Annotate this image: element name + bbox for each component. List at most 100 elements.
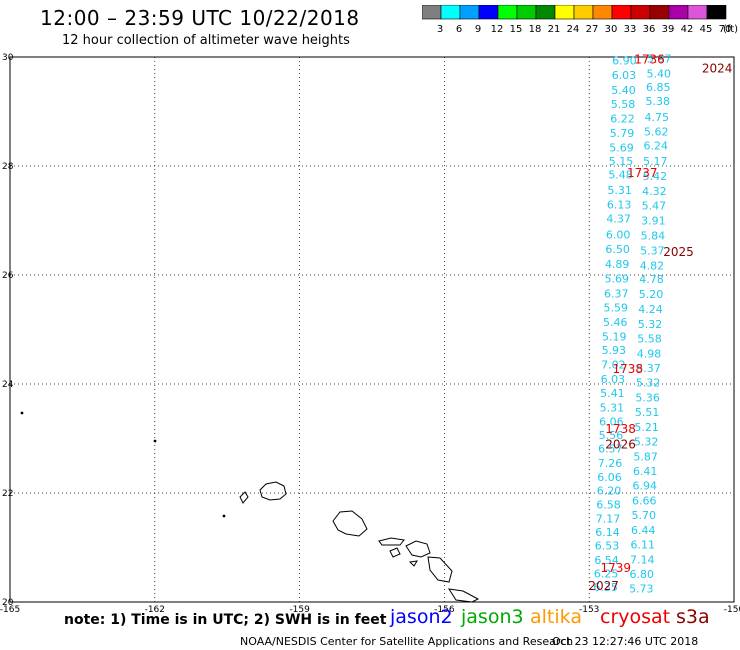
lanai-island — [389, 547, 401, 558]
wave-height-label: 3.91 — [641, 214, 666, 227]
wave-height-label: 6.11 — [631, 539, 656, 552]
kauai-island — [259, 481, 287, 501]
wave-height-label: 6.25 — [594, 567, 619, 580]
longitude-tick-label: -165 — [0, 605, 20, 615]
wave-height-label: 6.13 — [607, 199, 632, 212]
wave-height-label: 6.58 — [596, 498, 621, 511]
wave-height-label: 6.53 — [595, 540, 620, 553]
oahu-island — [332, 510, 368, 537]
legend-cryosat: cryosat — [600, 606, 671, 628]
colorbar-tick-label: 30 — [605, 24, 618, 35]
page-title: 12:00 – 23:59 UTC 10/22/2018 — [40, 6, 360, 30]
colorbar-tick-label: 3 — [437, 24, 443, 35]
wave-height-label: 4.24 — [638, 303, 663, 316]
kahoolawe-island — [408, 560, 418, 567]
colorbar-tick-label: 21 — [548, 24, 561, 35]
colorbar-tick-label: 45 — [700, 24, 713, 35]
wave-height-label: 5.47 — [642, 200, 667, 213]
longitude-tick-label: -150 — [724, 605, 740, 615]
pass-time-label: 2025 — [663, 245, 694, 259]
colorbar-tick-label: 27 — [586, 24, 599, 35]
wave-height-label: 7.17 — [596, 512, 621, 525]
legend-altika: altika — [530, 606, 582, 628]
colorbar-tick-label: 6 — [456, 24, 462, 35]
wave-height-label: 6.54 — [594, 554, 619, 567]
small-islet — [153, 439, 157, 443]
wave-height-label: 4.32 — [642, 185, 667, 198]
longitude-tick-label: -159 — [289, 605, 310, 615]
wave-height-label: 5.31 — [600, 401, 625, 414]
wave-height-label: 6.06 — [599, 415, 624, 428]
wave-height-label: 5.32 — [638, 318, 663, 331]
wave-height-label: 5.62 — [644, 125, 669, 138]
wave-height-label: 5.56 — [599, 429, 624, 442]
wave-height-label: 6.41 — [633, 465, 658, 478]
wave-height-label: 5.70 — [631, 509, 656, 522]
wave-height-label: 5.46 — [603, 316, 628, 329]
colorbar-tick-label: 15 — [510, 24, 523, 35]
wave-height-label: 6.14 — [595, 526, 620, 539]
wave-height-label: 5.40 — [646, 68, 671, 81]
colorbar-tick-label: 42 — [681, 24, 694, 35]
wave-height-label: 5.17 — [643, 155, 668, 168]
wave-height-label: 4.89 — [605, 258, 630, 271]
wave-height-label: 4.37 — [606, 213, 631, 226]
colorbar-tick-label: 39 — [662, 24, 675, 35]
wave-height-label: 5.37 — [636, 362, 661, 375]
footer-timestamp: Oct 23 12:27:46 UTC 2018 — [552, 635, 699, 648]
wave-height-label: 5.42 — [643, 170, 668, 183]
map-frame — [9, 56, 735, 603]
pass-time-label: 2027 — [588, 579, 619, 593]
wave-height-label: 6.37 — [604, 287, 629, 300]
niihau-island — [239, 491, 249, 504]
pass-time-label: 2024 — [702, 61, 733, 75]
pass-time-label: 1737 — [627, 166, 658, 180]
colorbar-swatch — [706, 5, 727, 20]
wave-height-label: 6.03 — [612, 69, 637, 82]
wave-height-label: 5.51 — [635, 406, 660, 419]
wave-height-label: 6.57 — [598, 443, 623, 456]
colorbar: 3 6 9 12 15 18 21 24 27 30 33 36 39 42 45 70 (ft) — [422, 5, 738, 35]
wave-height-label: 6.44 — [631, 524, 656, 537]
wave-height-label: 6.66 — [632, 494, 657, 507]
wave-height-label: 6.24 — [644, 140, 669, 153]
wave-height-label: 5.32 — [634, 436, 659, 449]
wave-height-label: 6.20 — [597, 485, 622, 498]
colorbar-tick-label: 24 — [567, 24, 580, 35]
note-text: note: 1) Time is in UTC; 2) SWH is in fe… — [64, 612, 387, 628]
wave-height-label: 5.20 — [639, 288, 664, 301]
legend-s3a: s3a — [676, 606, 710, 628]
longitude-tick-label: -162 — [145, 605, 165, 615]
wave-height-label: 5.69 — [604, 273, 629, 286]
wave-height-label: 5.87 — [633, 450, 658, 463]
wave-height-label: 5.36 — [635, 391, 660, 404]
wave-height-label: 7.14 — [630, 553, 655, 566]
hawaii-island — [427, 556, 453, 583]
wave-height-label: 4.82 — [640, 260, 665, 273]
colorbar-tick-label: 12 — [491, 24, 504, 35]
wave-height-label: 5.40 — [611, 84, 636, 97]
legend-jason2: jason2 — [390, 606, 453, 628]
wave-height-label: 4.78 — [639, 273, 664, 286]
longitude-tick-label: -153 — [579, 605, 599, 615]
wave-height-label: 5.38 — [645, 95, 670, 108]
colorbar-unit: (ft) — [723, 24, 738, 35]
wave-height-label: 5.69 — [609, 141, 634, 154]
wave-height-label: 5.97 — [647, 52, 672, 65]
latitude-tick-label: 30 — [2, 53, 14, 63]
wave-height-label: 7.26 — [598, 457, 623, 470]
wave-height-label: 6.00 — [606, 228, 631, 241]
hawaiian-islands-coastline — [20, 411, 480, 603]
wave-height-label: 5.93 — [602, 344, 627, 357]
wave-height-label: 4.98 — [637, 347, 662, 360]
wave-height-label: 5.37 — [640, 244, 665, 257]
pass-time-label: 1738 — [605, 422, 636, 436]
wave-height-label: 7.02 — [601, 359, 626, 372]
colorbar-tick-label: 18 — [529, 24, 542, 35]
colorbar-tick-label: 33 — [624, 24, 637, 35]
wave-height-label: 6.80 — [630, 568, 655, 581]
footer-credit: NOAA/NESDIS Center for Satellite Applica… — [240, 635, 574, 648]
latitude-tick-label: 26 — [2, 271, 14, 281]
wave-height-label: 5.19 — [602, 330, 627, 343]
